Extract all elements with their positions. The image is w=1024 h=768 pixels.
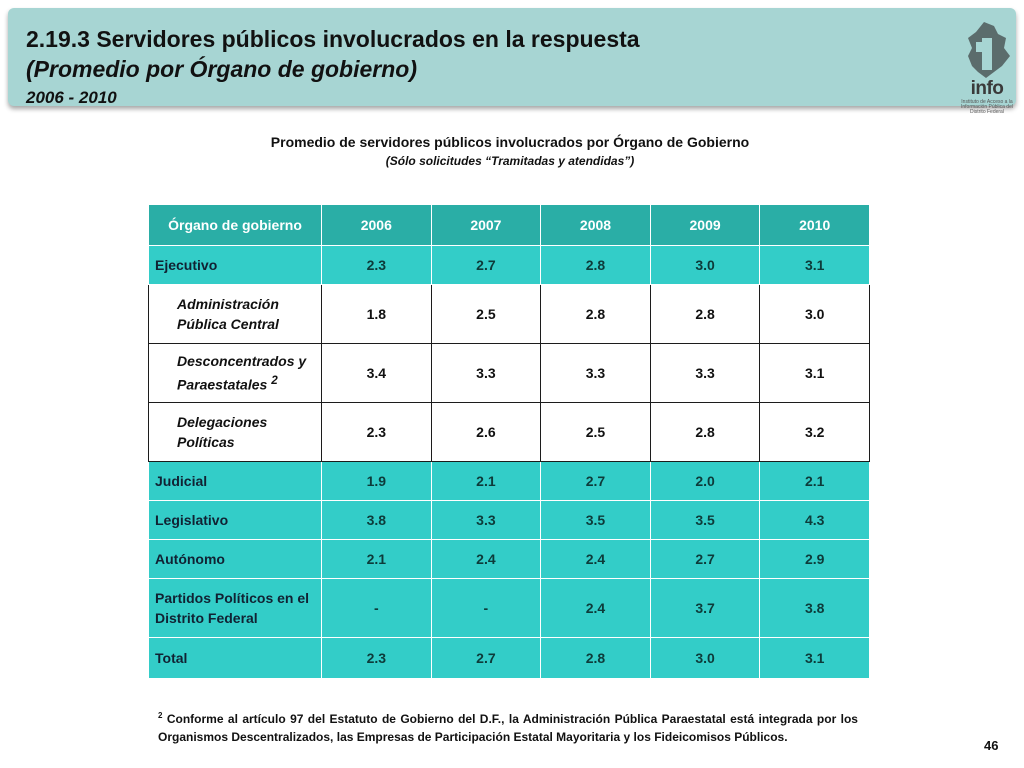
table-cell: 2.7 [540,461,651,501]
table-cell: 2.8 [540,284,651,344]
table-cell: 2.5 [540,402,651,462]
table-cell: 2.8 [649,284,761,344]
row-label: Judicial [148,461,322,501]
row-label: Partidos Políticos en el Distrito Federa… [148,578,322,638]
table-row-total: Total 2.3 2.7 2.8 3.0 3.1 [148,637,870,679]
table-cell: 3.8 [321,500,432,540]
footnote-text: Conforme al artículo 97 del Estatuto de … [158,712,858,744]
table-row: Autónomo 2.1 2.4 2.4 2.7 2.9 [148,539,870,579]
table-cell: 2.4 [430,539,542,579]
table-cell: 2.8 [540,637,651,679]
table-cell: 4.3 [759,500,870,540]
table-row: Judicial 1.9 2.1 2.7 2.0 2.1 [148,461,870,501]
column-header: Órgano de gobierno [148,204,322,246]
table-cell: 3.3 [430,500,542,540]
page-subtitle: (Promedio por Órgano de gobierno) [26,56,417,82]
table-cell: 3.7 [649,578,761,638]
page-title: 2.19.3 Servidores públicos involucrados … [26,26,640,52]
row-label: Administración Pública Central [148,284,322,344]
table-cell: 2.1 [321,539,432,579]
column-header: 2007 [430,204,542,246]
map-icon [968,22,1010,78]
table-cell: 2.3 [321,402,432,462]
table-cell: 3.0 [649,637,761,679]
table-cell: - [321,578,432,638]
column-header: 2009 [649,204,761,246]
footnote-ref: 2 [271,374,278,388]
page-years: 2006 - 2010 [26,88,117,107]
table-cell: 2.7 [430,637,542,679]
footnote-marker: 2 [158,711,163,720]
table-cell: 3.0 [649,245,761,285]
table-cell: 3.2 [759,402,870,462]
table-row: Delegaciones Políticas 2.3 2.6 2.5 2.8 3… [148,402,870,462]
column-header: 2006 [321,204,432,246]
row-label: Delegaciones Políticas [148,402,322,462]
table-cell: 2.8 [649,402,761,462]
table-cell: 2.4 [540,578,651,638]
table-cell: 2.7 [649,539,761,579]
table-cell: 2.5 [430,284,542,344]
table-cell: 3.3 [649,343,761,403]
table-cell: 2.1 [759,461,870,501]
table-cell: 2.4 [540,539,651,579]
page-number: 46 [984,738,999,753]
table-cell: 2.8 [540,245,651,285]
table-cell: 1.8 [321,284,432,344]
table-cell: 2.3 [321,637,432,679]
row-label-text: Desconcentrados y Paraestatales [177,353,307,393]
header-band: 2.19.3 Servidores públicos involucrados … [8,8,1016,115]
table-cell: 3.3 [430,343,542,403]
column-header: 2010 [759,204,870,246]
table-row: Partidos Políticos en el Distrito Federa… [148,578,870,638]
table-cell: 2.0 [649,461,761,501]
table-cell: 2.6 [430,402,542,462]
table-cell: 2.3 [321,245,432,285]
table-header-row: Órgano de gobierno 2006 2007 2008 2009 2… [148,204,870,246]
table-row: Ejecutivo 2.3 2.7 2.8 3.0 3.1 [148,245,870,285]
table-cell: 2.9 [759,539,870,579]
table-title: Promedio de servidores públicos involucr… [270,134,750,150]
table-row: Administración Pública Central 1.8 2.5 2… [148,284,870,344]
table-cell: 3.1 [759,343,870,403]
table-cell: 3.4 [321,343,432,403]
table-cell: 3.5 [540,500,651,540]
table-cell: 3.3 [540,343,651,403]
table-row: Desconcentrados y Paraestatales 2 3.4 3.… [148,343,870,403]
table-cell: - [430,578,542,638]
logo-caption: Instituto de Acceso a la Información Púb… [961,99,1013,115]
logo-text: info [970,78,1004,99]
table-cell: 2.1 [430,461,542,501]
table-cell: 3.1 [759,245,870,285]
row-label: Desconcentrados y Paraestatales 2 [148,343,322,403]
row-label: Autónomo [148,539,322,579]
column-header: 2008 [540,204,651,246]
table-cell: 3.1 [759,637,870,679]
table-subtitle: (Sólo solicitudes “Tramitadas y atendida… [385,154,635,168]
row-label: Ejecutivo [148,245,322,285]
footnote: 2 Conforme al artículo 97 del Estatuto d… [158,707,858,746]
row-label: Legislativo [148,500,322,540]
row-label: Total [148,637,322,679]
table-cell: 3.8 [759,578,870,638]
table-cell: 1.9 [321,461,432,501]
table-cell: 3.5 [649,500,761,540]
data-table: Órgano de gobierno 2006 2007 2008 2009 2… [148,204,870,679]
table-cell: 2.7 [430,245,542,285]
table-cell: 3.0 [759,284,870,344]
infodf-logo: info Instituto de Acceso a la Informació… [954,20,1020,115]
table-row: Legislativo 3.8 3.3 3.5 3.5 4.3 [148,500,870,540]
